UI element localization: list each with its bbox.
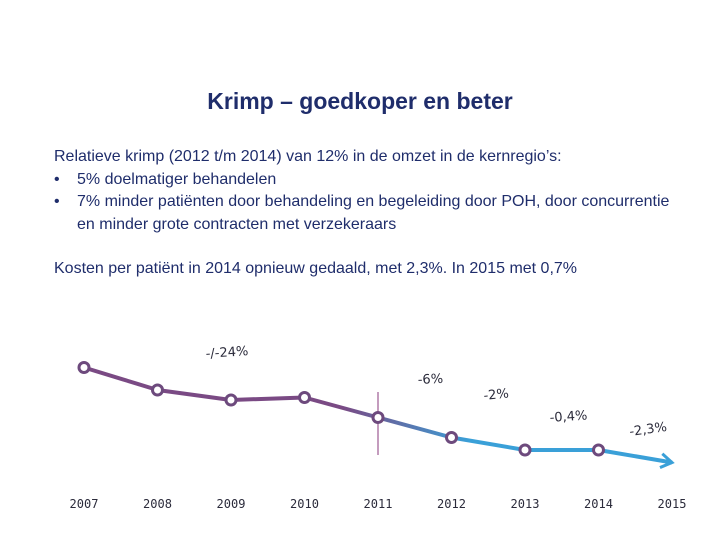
data-point-2010 bbox=[298, 391, 311, 404]
x-tick-label: 2008 bbox=[143, 497, 172, 511]
bullet-item: 7% minder patiënten door behandeling en … bbox=[54, 191, 674, 236]
x-tick-label: 2015 bbox=[658, 497, 687, 511]
x-tick-label: 2012 bbox=[437, 497, 466, 511]
body-text: Relatieve krimp (2012 t/m 2014) van 12% … bbox=[54, 146, 674, 281]
data-point-2008 bbox=[151, 383, 164, 397]
series-line bbox=[83, 365, 599, 452]
intro-text: Relatieve krimp (2012 t/m 2014) van 12% … bbox=[54, 148, 562, 165]
x-tick-label: 2009 bbox=[217, 497, 246, 511]
annotation-label: -/-24% bbox=[205, 344, 249, 362]
bullet-item: 5% doelmatiger behandelen bbox=[54, 169, 674, 192]
closing-text: Kosten per patiënt in 2014 opnieuw gedaa… bbox=[54, 260, 578, 277]
annotation-label: -2% bbox=[483, 386, 510, 404]
arrow-head bbox=[659, 452, 675, 469]
x-tick-label: 2007 bbox=[70, 497, 99, 511]
x-tick-label: 2010 bbox=[290, 497, 319, 511]
data-point-2014 bbox=[592, 443, 605, 457]
bullet-list: 5% doelmatiger behandelen 7% minder pati… bbox=[54, 169, 674, 237]
x-tick-label: 2014 bbox=[584, 497, 613, 511]
projection-line-2015 bbox=[598, 448, 673, 465]
slide-title: Krimp – goedkoper en beter bbox=[207, 88, 513, 114]
data-point-2011 bbox=[371, 411, 385, 424]
annotation-label: -0,4% bbox=[549, 408, 588, 426]
data-point-2013 bbox=[518, 443, 532, 457]
x-tick-label: 2013 bbox=[511, 497, 540, 511]
cost-line-chart: -/-24% -6% -2% -0,4% -2,3% 2007 2008 2009 2010 2… bbox=[70, 344, 687, 511]
data-point-2012 bbox=[445, 431, 458, 444]
data-point-2009 bbox=[224, 393, 238, 407]
annotation-label: -2,3% bbox=[628, 420, 667, 440]
data-point-2007 bbox=[77, 361, 91, 374]
annotation-label: -6% bbox=[417, 372, 443, 388]
x-tick-label: 2011 bbox=[364, 497, 393, 511]
